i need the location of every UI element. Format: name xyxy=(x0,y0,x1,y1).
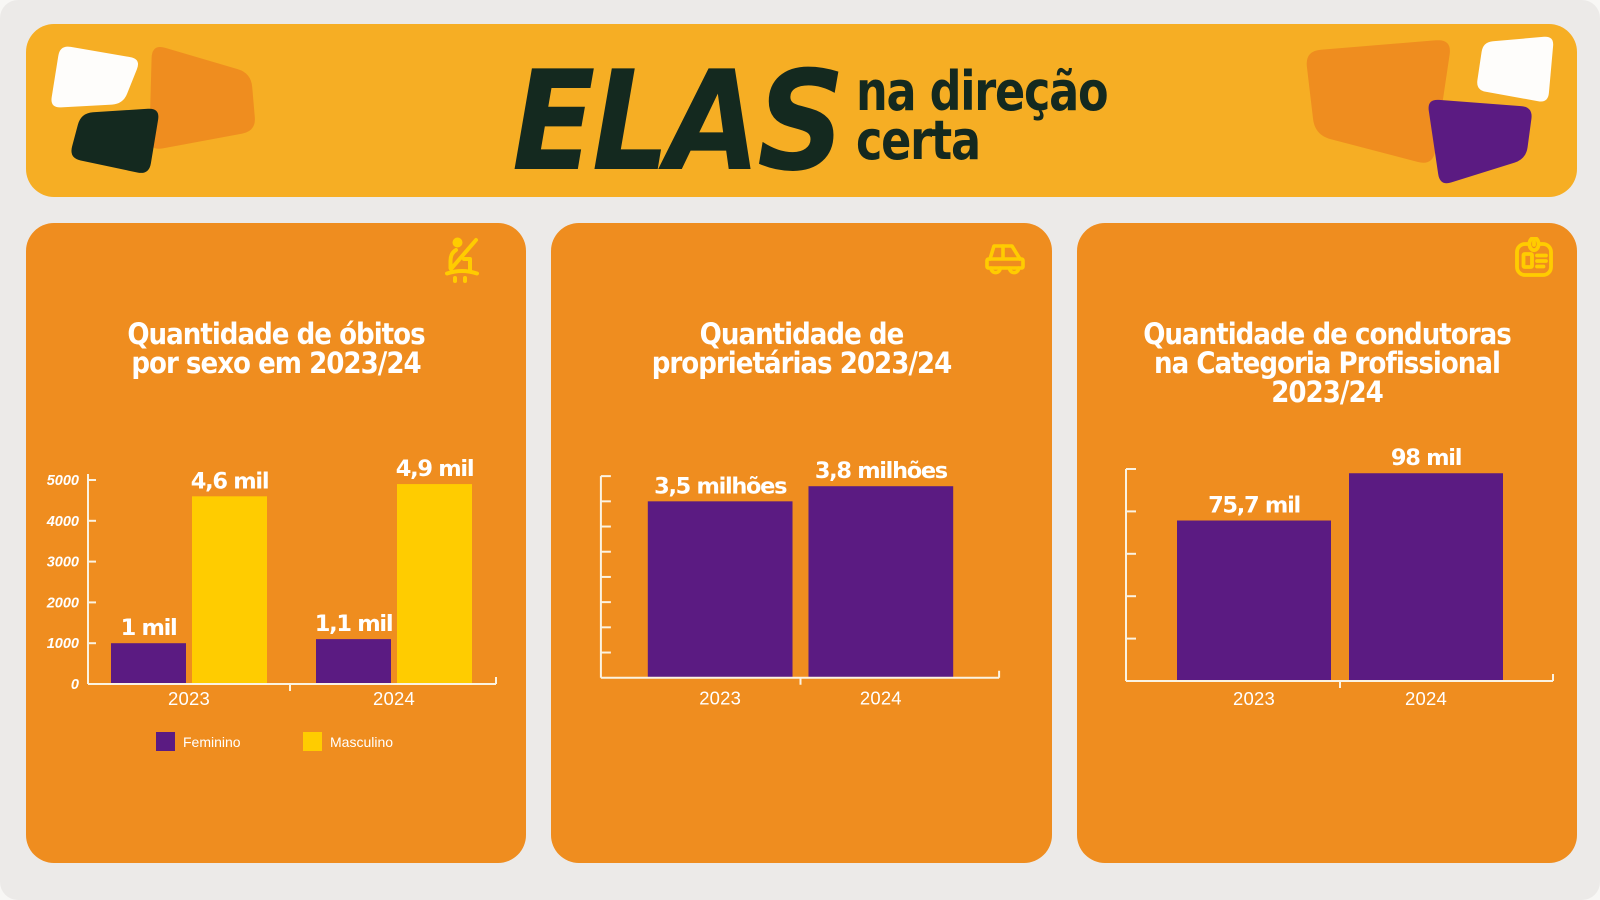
card-condutoras: Quantidade de condutoras na Categoria Pro… xyxy=(1077,223,1577,863)
x-axis xyxy=(1126,674,1554,688)
x-axis-label: 2023 xyxy=(699,688,741,709)
card-obitos-title-line2: por sexo em 2023/24 xyxy=(131,346,421,380)
decor-shape xyxy=(1477,36,1554,102)
bar-masculino-2024 xyxy=(397,484,472,684)
bar-value-label: 4,6 mil xyxy=(191,468,268,494)
banner-decor-left xyxy=(51,46,255,173)
card-proprietarias-title-line2: proprietárias 2023/24 xyxy=(651,346,953,380)
id-card-icon xyxy=(1515,237,1553,277)
logo-tagline: na direção certa xyxy=(856,65,1109,168)
bar-feminino-2023 xyxy=(111,643,186,684)
logo-tagline-line1: na direção xyxy=(856,60,1109,123)
header-banner: ELAS na direção certa xyxy=(26,24,1577,197)
logo-elas: ELAS xyxy=(512,41,845,197)
card-proprietarias-title: Quantidade de proprietárias 2023/24 xyxy=(576,320,1027,378)
x-axis xyxy=(88,677,497,691)
banner-decor-shapes xyxy=(51,36,1554,184)
bar-value-label: 75,7 mil xyxy=(1208,493,1300,519)
x-axis-label: 2024 xyxy=(1405,688,1447,709)
bar-value-label: 3,5 milhões xyxy=(654,473,787,499)
card-obitos-title-line1: Quantidade de óbitos xyxy=(127,317,425,351)
x-axis xyxy=(600,670,1001,685)
card-condutoras-title-line1: Quantidade de condutoras xyxy=(1143,317,1512,351)
legend-swatch-masculino xyxy=(303,732,322,751)
bar-value-label: 1,1 mil xyxy=(315,611,392,637)
y-tick-label: 5000 xyxy=(47,473,79,489)
decor-shape xyxy=(149,47,255,149)
y-tick-label: 4000 xyxy=(46,514,79,530)
legend-swatch-feminino xyxy=(156,732,175,751)
legend-label: Masculino xyxy=(330,734,393,750)
bar-masculino-2023 xyxy=(192,496,267,684)
bar-value-label: 98 mil xyxy=(1391,445,1461,471)
card-obitos-title: Quantidade de óbitos por sexo em 2023/24 xyxy=(51,320,501,378)
chart-obitos: .ax{stroke:#FBF3E2;stroke-width:2;fill:n… xyxy=(46,456,497,751)
decor-shape xyxy=(51,46,139,108)
banner-decor-right xyxy=(1306,36,1554,184)
chart-proprietarias: .ax{stroke:#FBF3E2;stroke-width:2;fill:n… xyxy=(599,458,1001,709)
seatbelt-icon xyxy=(445,237,479,283)
chart-condutoras: .ax{stroke:#FBF3E2;stroke-width:2;fill:n… xyxy=(1125,445,1554,709)
bar-proprietárias-2024 xyxy=(808,486,954,678)
x-axis-label: 2023 xyxy=(1233,688,1275,709)
car-icon xyxy=(985,244,1025,275)
bar-condutoras-2023 xyxy=(1177,520,1331,681)
decor-shape xyxy=(1428,99,1532,184)
decor-shape xyxy=(71,108,159,173)
x-axis-label: 2023 xyxy=(168,688,210,709)
card-condutoras-title: Quantidade de condutoras na Categoria Pro… xyxy=(1102,320,1552,407)
bar-feminino-2024 xyxy=(316,639,391,684)
bar-proprietárias-2023 xyxy=(647,501,793,678)
y-tick-label: 3000 xyxy=(47,555,79,571)
x-axis-label: 2024 xyxy=(373,688,415,709)
card-obitos: Quantidade de óbitos por sexo em 2023/24 … xyxy=(26,223,526,863)
logo-tagline-line2: certa xyxy=(856,109,981,172)
decor-shape xyxy=(1306,40,1450,163)
card-proprietarias-title-line1: Quantidade de xyxy=(699,317,905,351)
card-condutoras-title-line3: 2023/24 xyxy=(1271,375,1384,409)
legend-label: Feminino xyxy=(183,734,241,750)
y-tick-label: 1000 xyxy=(47,636,79,652)
y-tick-label: 2000 xyxy=(46,595,79,611)
bar-value-label: 1 mil xyxy=(121,615,177,641)
y-tick-label: 0 xyxy=(71,677,79,693)
bar-value-label: 3,8 milhões xyxy=(815,458,948,484)
bar-condutoras-2024 xyxy=(1349,473,1503,681)
x-axis-label: 2024 xyxy=(860,688,902,709)
bar-value-label: 4,9 mil xyxy=(396,456,473,482)
card-condutoras-title-line2: na Categoria Profissional xyxy=(1154,346,1501,380)
